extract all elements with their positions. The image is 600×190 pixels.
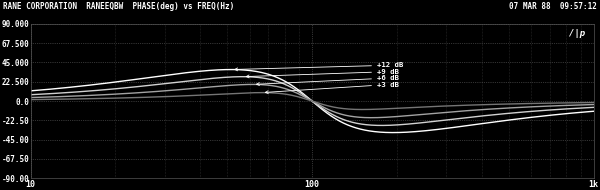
Text: +9 dB: +9 dB	[246, 69, 399, 78]
Text: /|p: /|p	[569, 28, 585, 37]
Text: +6 dB: +6 dB	[257, 75, 399, 86]
Text: RANE CORPORATION  RANEEQBW  PHASE(deg) vs FREQ(Hz): RANE CORPORATION RANEEQBW PHASE(deg) vs …	[3, 2, 234, 11]
Text: +12 dB: +12 dB	[235, 62, 403, 71]
Text: +3 dB: +3 dB	[265, 82, 399, 94]
Text: 07 MAR 88  09:57:12: 07 MAR 88 09:57:12	[509, 2, 597, 11]
